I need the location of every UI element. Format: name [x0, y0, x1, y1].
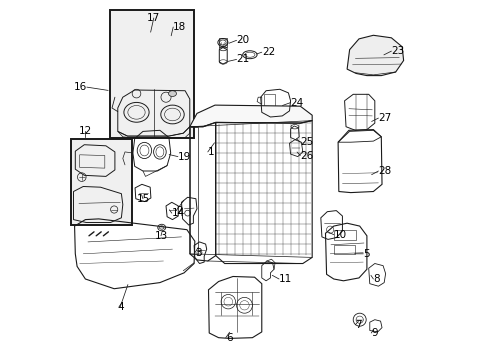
- Text: 18: 18: [173, 22, 186, 32]
- Polygon shape: [189, 105, 311, 127]
- Text: 27: 27: [378, 113, 391, 123]
- Text: 19: 19: [178, 152, 191, 162]
- Text: 3: 3: [194, 248, 201, 258]
- Ellipse shape: [168, 91, 176, 96]
- Text: 15: 15: [136, 194, 149, 204]
- Text: 12: 12: [79, 126, 92, 136]
- Text: 20: 20: [236, 35, 249, 45]
- Bar: [333, 230, 355, 240]
- Text: 8: 8: [373, 274, 379, 284]
- Text: 7: 7: [355, 320, 361, 330]
- Text: 25: 25: [300, 137, 313, 147]
- Text: 6: 6: [225, 333, 232, 343]
- Text: 17: 17: [147, 13, 160, 23]
- Text: 26: 26: [300, 150, 313, 161]
- Text: 14: 14: [171, 208, 184, 218]
- Text: 24: 24: [290, 98, 303, 108]
- Polygon shape: [346, 35, 403, 76]
- Text: 16: 16: [73, 82, 87, 92]
- Text: 13: 13: [154, 231, 167, 241]
- Bar: [71, 139, 132, 225]
- Bar: [110, 10, 193, 138]
- Bar: [218, 38, 227, 47]
- Text: 21: 21: [236, 54, 249, 64]
- Text: 23: 23: [390, 46, 404, 56]
- Text: 2: 2: [176, 206, 183, 216]
- Bar: [334, 245, 355, 254]
- Text: 28: 28: [378, 166, 391, 176]
- Text: 11: 11: [279, 274, 292, 284]
- Text: 9: 9: [370, 328, 377, 338]
- Text: 1: 1: [207, 147, 214, 157]
- Text: 10: 10: [333, 230, 346, 240]
- Bar: [264, 94, 275, 108]
- Text: 4: 4: [117, 302, 123, 312]
- Text: 5: 5: [363, 249, 369, 259]
- Text: 22: 22: [261, 47, 274, 57]
